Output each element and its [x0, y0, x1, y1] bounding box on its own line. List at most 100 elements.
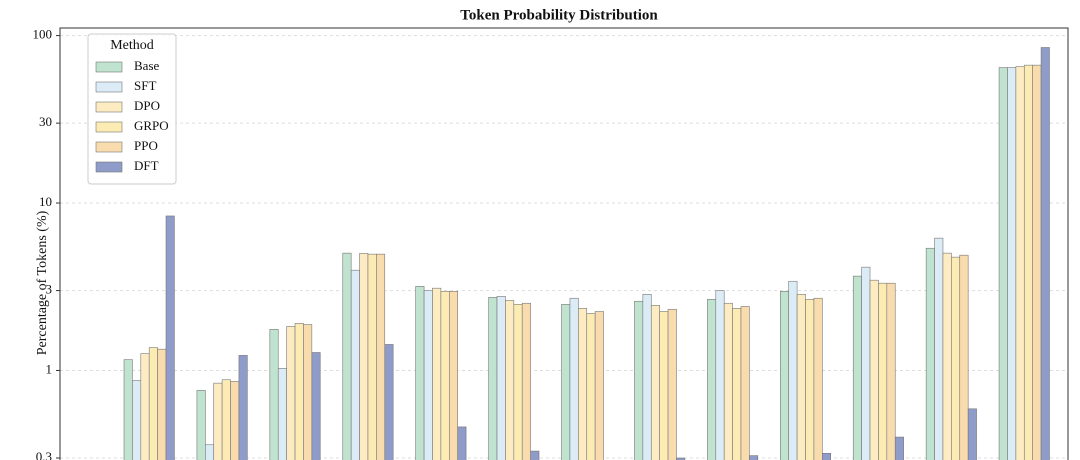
bar — [951, 256, 961, 460]
bar — [650, 304, 660, 460]
bar — [813, 297, 823, 460]
bar — [998, 67, 1008, 460]
legend-label: PPO — [134, 138, 158, 153]
bar — [723, 302, 733, 460]
bar — [676, 457, 686, 460]
bar — [642, 293, 652, 460]
bar — [277, 368, 287, 460]
legend-label: DFT — [134, 158, 159, 173]
bar — [132, 380, 142, 460]
bar — [286, 326, 296, 460]
bar — [148, 347, 158, 460]
bar — [367, 253, 377, 460]
legend-swatch — [95, 141, 123, 153]
bar — [894, 436, 904, 460]
legend-swatch — [95, 161, 123, 173]
bar — [878, 282, 888, 460]
y-tick-label: 3 — [46, 282, 53, 297]
bar — [594, 311, 604, 460]
bar — [780, 290, 790, 460]
bar — [303, 324, 313, 460]
bar — [213, 382, 223, 460]
bar — [1040, 47, 1050, 460]
bar — [707, 299, 717, 460]
bar — [423, 290, 433, 460]
bar — [967, 408, 977, 460]
legend-swatch — [95, 81, 123, 93]
bar — [578, 308, 588, 460]
bar — [934, 237, 944, 460]
bar — [788, 280, 798, 460]
legend-label: SFT — [134, 78, 156, 93]
bar — [342, 252, 352, 460]
bar — [221, 379, 231, 460]
bar — [1023, 64, 1033, 460]
y-tick-label: 100 — [33, 27, 53, 42]
bar — [415, 286, 425, 460]
bar — [942, 252, 952, 460]
legend-title: Method — [110, 38, 154, 53]
chart-title: Token Probability Distribution — [460, 7, 658, 23]
bar — [376, 253, 386, 460]
legend-swatch — [95, 61, 123, 73]
bar — [805, 299, 815, 460]
legend-label: GRPO — [134, 118, 169, 133]
bar — [715, 290, 725, 460]
bar — [350, 269, 360, 460]
legend: Method Base SFT DPO GRPO PPO DFT — [87, 33, 177, 185]
bar — [959, 254, 969, 460]
bars — [123, 47, 1050, 460]
bar — [852, 275, 862, 460]
bar — [230, 381, 240, 460]
bar — [196, 390, 206, 460]
bar — [659, 311, 669, 460]
bar — [586, 313, 596, 460]
bar — [886, 282, 896, 460]
bar — [869, 279, 879, 460]
y-tick-label: 1 — [46, 361, 53, 376]
bar — [521, 302, 531, 460]
bar — [165, 215, 175, 460]
bar — [1007, 67, 1017, 460]
bar — [861, 266, 871, 460]
bar — [496, 296, 506, 460]
bar — [359, 253, 369, 460]
bar — [448, 290, 458, 460]
bar — [822, 453, 832, 460]
bar — [140, 353, 150, 460]
bar — [205, 444, 215, 460]
bar — [123, 359, 133, 460]
bar — [749, 455, 759, 460]
bar — [569, 297, 579, 460]
legend-swatch — [95, 101, 123, 113]
bar — [925, 247, 935, 460]
bar — [732, 308, 742, 460]
bar — [269, 329, 279, 460]
y-axis-label: Percentage of Tokens (%) — [35, 210, 50, 355]
y-tick-label: 10 — [39, 194, 52, 209]
bar — [667, 308, 677, 460]
bar — [440, 290, 450, 460]
legend-label: Base — [134, 58, 160, 73]
bar — [157, 348, 167, 460]
bar — [432, 287, 442, 460]
y-tick-label: 30 — [39, 114, 52, 129]
bar — [796, 293, 806, 460]
bar — [561, 304, 571, 460]
axes-frame — [59, 27, 1069, 460]
bar — [530, 450, 540, 460]
bar — [740, 306, 750, 460]
bar — [311, 352, 321, 460]
bar — [1015, 66, 1025, 460]
bar — [294, 323, 304, 460]
bar — [488, 297, 498, 460]
bar — [238, 355, 248, 460]
legend-swatch — [95, 121, 123, 133]
bar — [457, 426, 467, 460]
y-tick-label: 0.3 — [36, 449, 52, 460]
bar — [505, 300, 515, 460]
bar — [384, 344, 394, 460]
bar — [634, 300, 644, 460]
legend-label: DPO — [134, 98, 160, 113]
